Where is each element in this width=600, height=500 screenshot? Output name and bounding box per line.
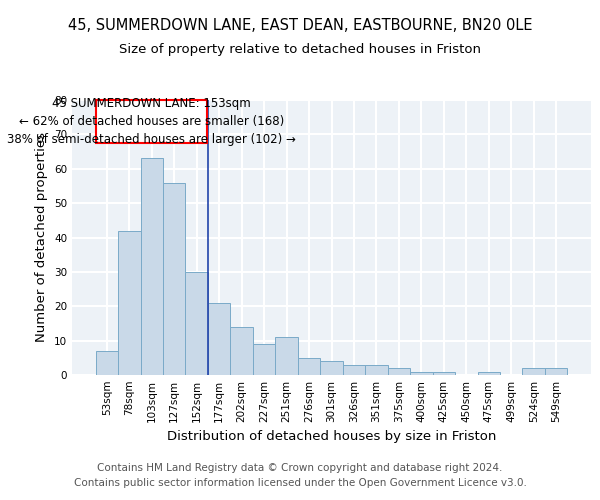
Bar [253,344,275,375]
X-axis label: Distribution of detached houses by size in Friston: Distribution of detached houses by size … [167,430,496,444]
Bar [275,337,298,375]
Y-axis label: Number of detached properties: Number of detached properties [35,132,49,342]
Bar [208,303,230,375]
Bar [523,368,545,375]
Bar [185,272,208,375]
Bar [118,230,140,375]
Bar [95,351,118,375]
FancyBboxPatch shape [95,100,207,143]
Bar [388,368,410,375]
Bar [478,372,500,375]
Bar [343,364,365,375]
Text: Contains HM Land Registry data © Crown copyright and database right 2024.
Contai: Contains HM Land Registry data © Crown c… [74,462,526,487]
Bar [545,368,568,375]
Bar [433,372,455,375]
Bar [140,158,163,375]
Bar [163,182,185,375]
Bar [410,372,433,375]
Text: 45, SUMMERDOWN LANE, EAST DEAN, EASTBOURNE, BN20 0LE: 45, SUMMERDOWN LANE, EAST DEAN, EASTBOUR… [68,18,532,32]
Bar [298,358,320,375]
Bar [365,364,388,375]
Bar [320,361,343,375]
Text: Size of property relative to detached houses in Friston: Size of property relative to detached ho… [119,42,481,56]
Bar [230,327,253,375]
Text: 45 SUMMERDOWN LANE: 153sqm
← 62% of detached houses are smaller (168)
38% of sem: 45 SUMMERDOWN LANE: 153sqm ← 62% of deta… [7,97,296,146]
